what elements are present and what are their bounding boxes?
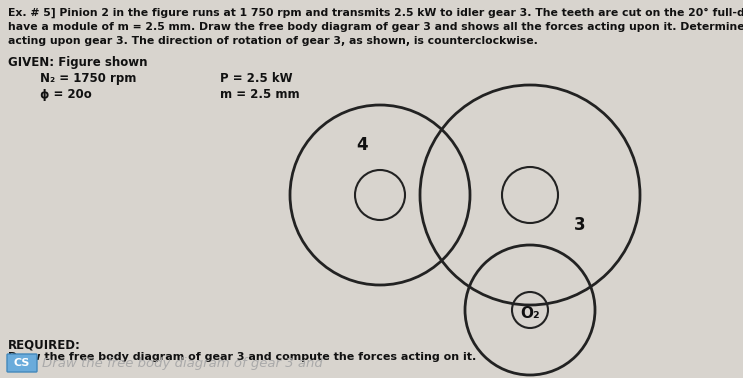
- Text: Draw the free body diagram of gear 3 and compute the forces acting on it.: Draw the free body diagram of gear 3 and…: [8, 352, 476, 362]
- Text: N₂ = 1750 rpm: N₂ = 1750 rpm: [40, 72, 137, 85]
- Text: m = 2.5 mm: m = 2.5 mm: [220, 88, 299, 101]
- Text: ϕ = 20o: ϕ = 20o: [40, 88, 91, 101]
- Text: P = 2.5 kW: P = 2.5 kW: [220, 72, 293, 85]
- Text: GIVEN: Figure shown: GIVEN: Figure shown: [8, 56, 148, 69]
- Text: have a module of m = 2.5 mm. Draw the free body diagram of gear 3 and shows all : have a module of m = 2.5 mm. Draw the fr…: [8, 22, 743, 32]
- Text: acting upon gear 3. The direction of rotation of gear 3, as shown, is counterclo: acting upon gear 3. The direction of rot…: [8, 36, 538, 46]
- Text: Ex. # 5] Pinion 2 in the figure runs at 1 750 rpm and transmits 2.5 kW to idler : Ex. # 5] Pinion 2 in the figure runs at …: [8, 8, 743, 19]
- Text: REQUIRED:: REQUIRED:: [8, 338, 81, 351]
- FancyBboxPatch shape: [7, 354, 37, 372]
- Text: CS: CS: [14, 358, 30, 368]
- Text: Draw the free body diagram of gear 3 and: Draw the free body diagram of gear 3 and: [42, 356, 322, 370]
- Text: 4: 4: [356, 136, 368, 154]
- Text: O₂: O₂: [520, 307, 540, 322]
- Text: 3: 3: [574, 216, 585, 234]
